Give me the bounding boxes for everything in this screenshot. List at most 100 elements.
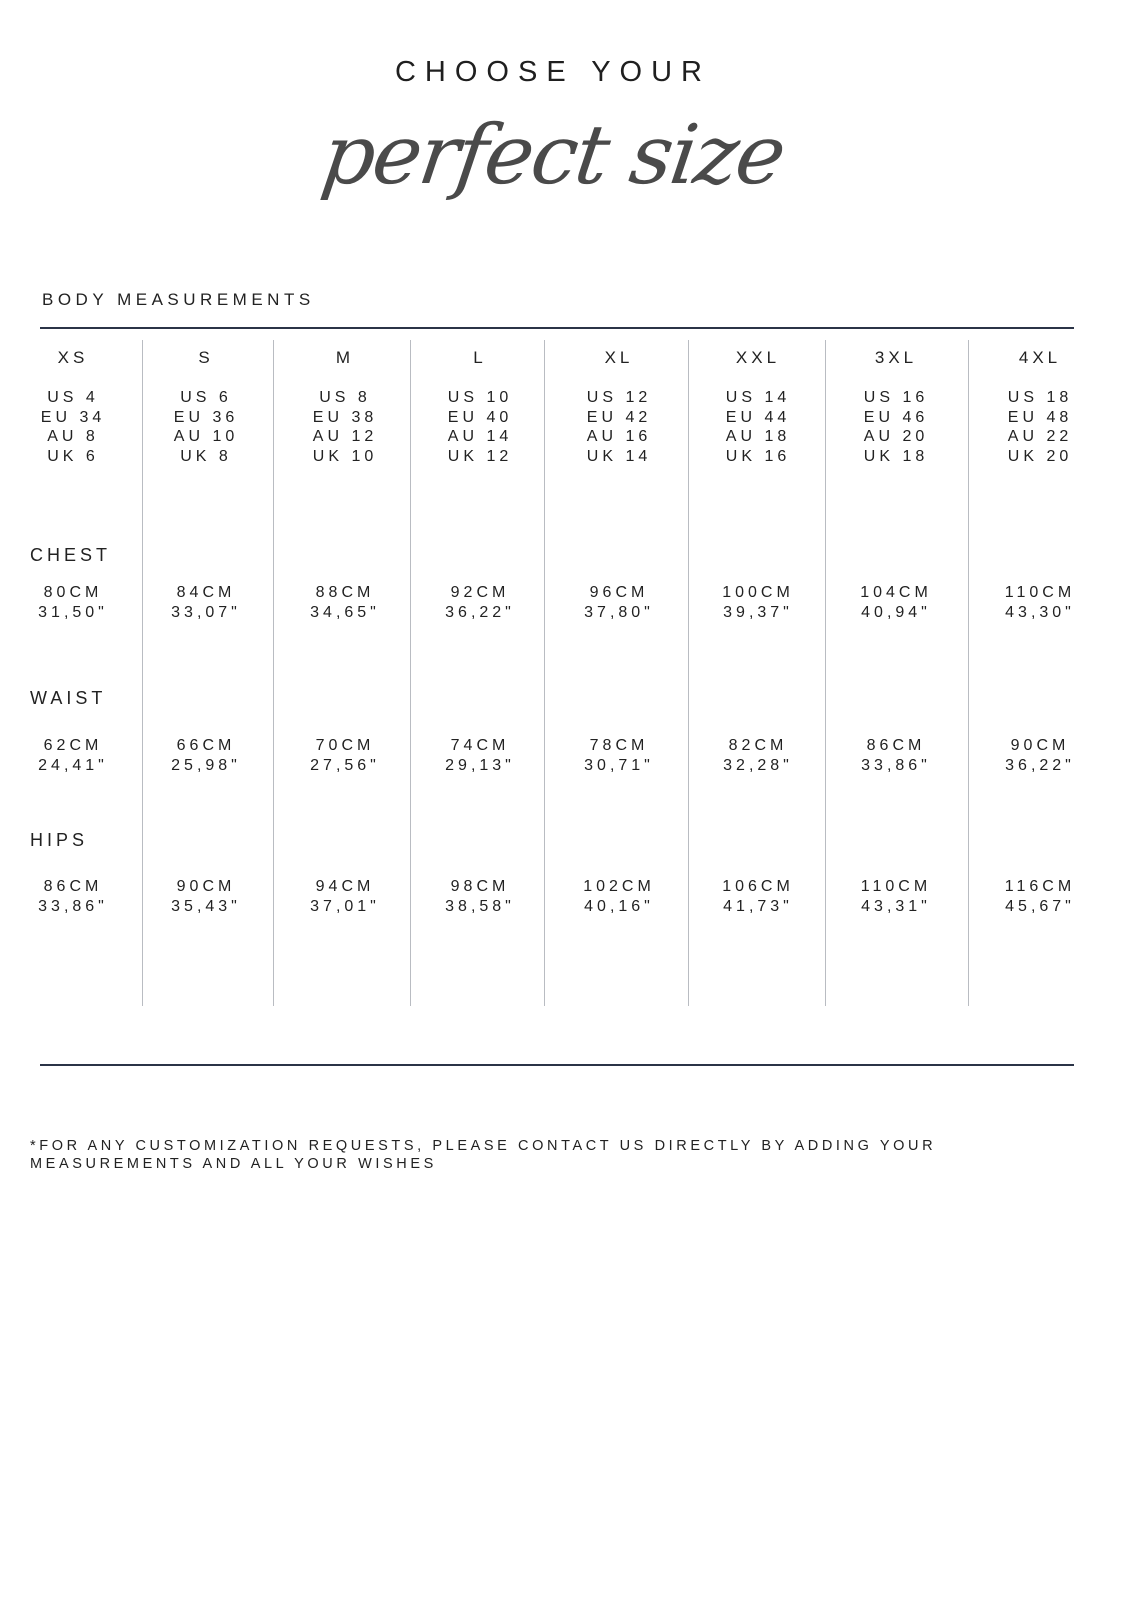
waist-value-waist-in: 32,28"	[723, 756, 793, 774]
section-title: BODY MEASUREMENTS	[42, 290, 315, 309]
hips-value-hips-in: 40,16"	[584, 897, 654, 915]
waist-value: 82CM 32,28"	[693, 736, 823, 775]
top-rule	[40, 327, 1074, 329]
chest-value-chest-in: 36,22"	[445, 603, 515, 621]
waist-value-waist-in: 36,22"	[1005, 756, 1075, 774]
column-divider	[142, 340, 143, 1006]
size-conversions-au: AU 14	[447, 428, 513, 445]
waist-value: 78CM 30,71"	[554, 736, 684, 775]
size-label-size: 4XL	[1018, 348, 1062, 367]
hips-value: 116CM 45,67"	[975, 877, 1105, 916]
waist-value: 86CM 33,86"	[831, 736, 961, 775]
chest-value: 110CM 43,30"	[975, 583, 1105, 622]
size-conversions-au: AU 22	[1007, 428, 1073, 445]
waist-value: 90CM 36,22"	[975, 736, 1105, 775]
size-conversions-eu: EU 36	[173, 408, 239, 426]
hips-value: 98CM 38,58"	[415, 877, 545, 916]
size-conversions-eu: EU 38	[312, 408, 378, 426]
column-divider	[410, 340, 411, 1006]
hips-value-hips-cm: 98CM	[450, 878, 510, 895]
hips-value: 110CM 43,31"	[831, 877, 961, 916]
chest-value-chest-cm: 104CM	[860, 584, 932, 601]
size-conversions: US 16 EU 46 AU 20 UK 18	[831, 388, 961, 466]
waist-value: 70CM 27,56"	[280, 736, 410, 775]
size-conversions-us: US 6	[180, 389, 232, 406]
hips-value-hips-cm: 90CM	[176, 878, 236, 895]
size-conversions-us: US 18	[1007, 389, 1073, 406]
size-conversions: US 14 EU 44 AU 18 UK 16	[693, 388, 823, 466]
size-conversions-au: AU 16	[586, 428, 652, 445]
size-conversions: US 6 EU 36 AU 10 UK 8	[141, 388, 271, 466]
hips-value: 106CM 41,73"	[693, 877, 823, 916]
size-conversions-uk: UK 20	[1007, 447, 1073, 465]
waist-value-waist-cm: 62CM	[43, 737, 103, 754]
waist-value-waist-cm: 90CM	[1010, 737, 1070, 754]
hips-value-hips-in: 43,31"	[861, 897, 931, 915]
chest-value: 88CM 34,65"	[280, 583, 410, 622]
size-conversions-us: US 4	[47, 389, 99, 406]
size-conversions: US 8 EU 38 AU 12 UK 10	[280, 388, 410, 466]
chest-value-chest-cm: 100CM	[722, 584, 794, 601]
hips-value-hips-in: 33,86"	[38, 897, 108, 915]
row-label-waist: WAIST	[30, 688, 107, 708]
waist-value-waist-in: 33,86"	[861, 756, 931, 774]
hips-value-hips-cm: 110CM	[860, 878, 932, 895]
bottom-rule	[40, 1064, 1074, 1066]
footnote: *FOR ANY CUSTOMIZATION REQUESTS, PLEASE …	[30, 1138, 937, 1172]
hips-value-hips-cm: 116CM	[1004, 878, 1076, 895]
size-conversions: US 4 EU 34 AU 8 UK 6	[8, 388, 138, 466]
size-label-size: L	[473, 348, 487, 367]
size-conversions-us: US 10	[447, 389, 513, 406]
hips-value: 102CM 40,16"	[554, 877, 684, 916]
waist-value-waist-cm: 66CM	[176, 737, 236, 754]
chest-value-chest-cm: 96CM	[589, 584, 649, 601]
waist-value-waist-cm: 86CM	[866, 737, 926, 754]
chest-value-chest-cm: 92CM	[450, 584, 510, 601]
column-divider	[273, 340, 274, 1006]
size-conversions-uk: UK 18	[863, 447, 929, 465]
hips-value-hips-in: 35,43"	[171, 897, 241, 915]
size-conversions-eu: EU 34	[40, 408, 106, 426]
size-conversions-uk: UK 14	[586, 447, 652, 465]
size-label: XS	[8, 348, 138, 368]
hips-value-hips-cm: 102CM	[583, 878, 655, 895]
waist-value-waist-cm: 82CM	[728, 737, 788, 754]
waist-value-waist-in: 30,71"	[584, 756, 654, 774]
waist-value-waist-cm: 78CM	[589, 737, 649, 754]
waist-value-waist-in: 24,41"	[38, 756, 108, 774]
hips-value-hips-in: 45,67"	[1005, 897, 1075, 915]
size-conversions-us: US 8	[319, 389, 371, 406]
size-conversions-uk: UK 10	[312, 447, 378, 465]
size-label: L	[415, 348, 545, 368]
size-conversions-au: AU 18	[725, 428, 791, 445]
size-conversions-au: AU 12	[312, 428, 378, 445]
hips-value-hips-cm: 106CM	[722, 878, 794, 895]
chest-value: 96CM 37,80"	[554, 583, 684, 622]
waist-value-waist-cm: 74CM	[450, 737, 510, 754]
chest-value-chest-cm: 110CM	[1004, 584, 1076, 601]
chest-value-chest-in: 31,50"	[38, 603, 108, 621]
size-label: 3XL	[831, 348, 961, 368]
size-conversions: US 12 EU 42 AU 16 UK 14	[554, 388, 684, 466]
waist-value-waist-in: 27,56"	[310, 756, 380, 774]
chest-value-chest-in: 39,37"	[723, 603, 793, 621]
size-conversions-eu: EU 48	[1007, 408, 1073, 426]
column-divider	[825, 340, 826, 1006]
chest-value-chest-cm: 80CM	[43, 584, 103, 601]
size-conversions-au: AU 8	[47, 428, 99, 445]
size-label: M	[280, 348, 410, 368]
size-conversions-us: US 16	[863, 389, 929, 406]
hips-value-hips-in: 37,01"	[310, 897, 380, 915]
row-label-chest: CHEST	[30, 545, 112, 565]
size-conversions-uk: UK 12	[447, 447, 513, 465]
size-conversions-eu: EU 44	[725, 408, 791, 426]
chest-value: 104CM 40,94"	[831, 583, 961, 622]
size-conversions: US 18 EU 48 AU 22 UK 20	[975, 388, 1105, 466]
chest-value-chest-in: 33,07"	[171, 603, 241, 621]
waist-value-waist-in: 25,98"	[171, 756, 241, 774]
hips-value-hips-in: 41,73"	[723, 897, 793, 915]
chest-value: 100CM 39,37"	[693, 583, 823, 622]
size-label-size: XL	[604, 348, 634, 367]
chest-value-chest-in: 37,80"	[584, 603, 654, 621]
size-label-size: XXL	[735, 348, 781, 367]
